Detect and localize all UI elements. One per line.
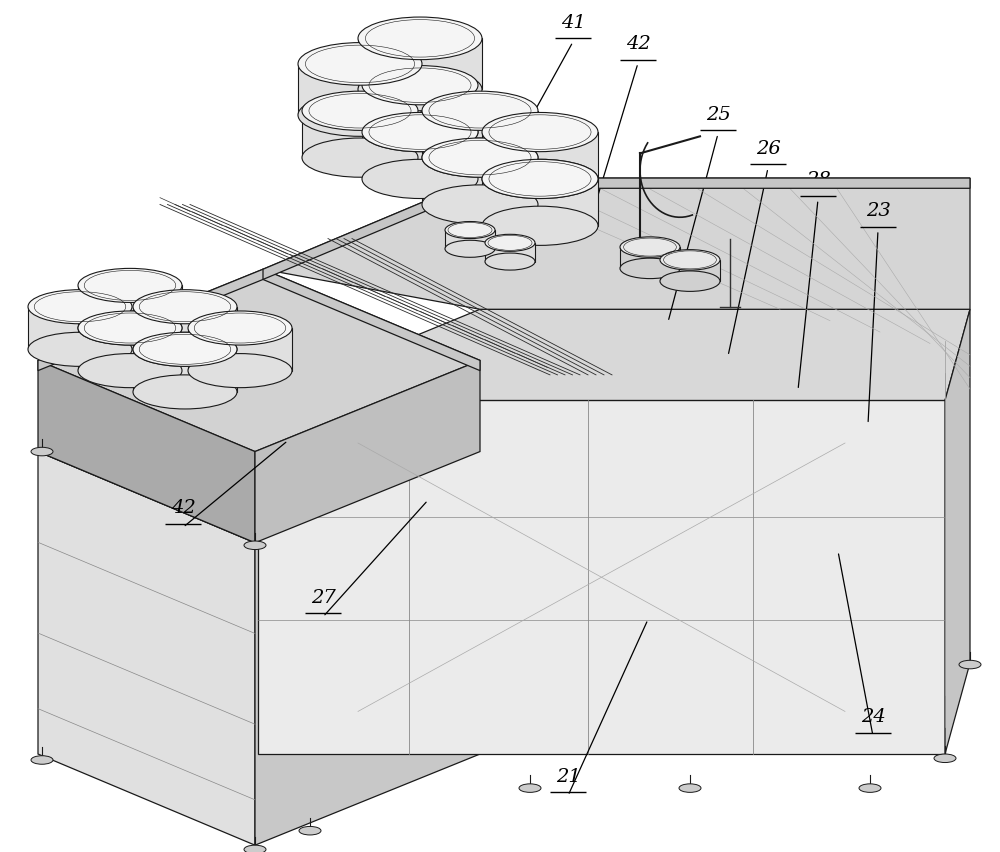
Polygon shape: [485, 243, 535, 262]
Text: 27: 27: [311, 589, 335, 607]
Ellipse shape: [298, 43, 422, 85]
Ellipse shape: [362, 112, 478, 152]
Ellipse shape: [482, 159, 598, 199]
Polygon shape: [38, 269, 480, 452]
Ellipse shape: [482, 159, 598, 199]
Ellipse shape: [620, 237, 680, 257]
Text: 42: 42: [171, 499, 195, 517]
Polygon shape: [362, 85, 478, 132]
Polygon shape: [38, 452, 255, 845]
Ellipse shape: [679, 784, 701, 792]
Text: 26: 26: [756, 140, 780, 158]
Text: 28: 28: [806, 171, 830, 189]
Ellipse shape: [358, 17, 482, 60]
Polygon shape: [78, 328, 182, 371]
Ellipse shape: [934, 754, 956, 763]
Text: 42: 42: [626, 35, 650, 53]
Ellipse shape: [298, 94, 422, 136]
Ellipse shape: [859, 784, 881, 792]
Ellipse shape: [660, 250, 720, 270]
Polygon shape: [358, 38, 482, 89]
Polygon shape: [255, 360, 480, 543]
Polygon shape: [362, 132, 478, 179]
Ellipse shape: [422, 138, 538, 177]
Polygon shape: [188, 328, 292, 371]
Polygon shape: [482, 132, 598, 179]
Ellipse shape: [133, 290, 237, 324]
Ellipse shape: [133, 332, 237, 366]
Polygon shape: [133, 349, 237, 392]
Ellipse shape: [28, 290, 132, 324]
Ellipse shape: [362, 66, 478, 105]
Polygon shape: [422, 111, 538, 158]
Ellipse shape: [362, 112, 478, 152]
Polygon shape: [660, 260, 720, 281]
Text: 21: 21: [556, 768, 580, 786]
Polygon shape: [945, 309, 970, 754]
Text: 23: 23: [866, 202, 890, 220]
Ellipse shape: [422, 185, 538, 224]
Polygon shape: [38, 269, 480, 371]
Polygon shape: [422, 158, 538, 204]
Ellipse shape: [358, 68, 482, 111]
Ellipse shape: [78, 268, 182, 302]
Ellipse shape: [485, 234, 535, 251]
Ellipse shape: [78, 354, 182, 388]
Text: 25: 25: [706, 106, 730, 124]
Ellipse shape: [482, 112, 598, 152]
Polygon shape: [258, 309, 970, 400]
Ellipse shape: [660, 271, 720, 291]
Ellipse shape: [78, 311, 182, 345]
Polygon shape: [620, 247, 680, 268]
Ellipse shape: [244, 541, 266, 550]
Polygon shape: [78, 285, 182, 328]
Polygon shape: [28, 307, 132, 349]
Polygon shape: [133, 307, 237, 349]
Text: 24: 24: [861, 708, 885, 726]
Ellipse shape: [302, 91, 418, 130]
Polygon shape: [445, 230, 495, 249]
Ellipse shape: [482, 206, 598, 245]
Polygon shape: [302, 111, 418, 158]
Text: 41: 41: [561, 14, 585, 32]
Ellipse shape: [485, 253, 535, 270]
Polygon shape: [263, 178, 970, 309]
Ellipse shape: [519, 784, 541, 792]
Polygon shape: [482, 179, 598, 226]
Ellipse shape: [959, 660, 981, 669]
Polygon shape: [263, 178, 970, 279]
Ellipse shape: [78, 311, 182, 345]
Polygon shape: [298, 64, 422, 115]
Ellipse shape: [422, 91, 538, 130]
Ellipse shape: [620, 258, 680, 279]
Ellipse shape: [28, 332, 132, 366]
Ellipse shape: [445, 240, 495, 257]
Ellipse shape: [362, 159, 478, 199]
Ellipse shape: [31, 756, 53, 764]
Ellipse shape: [422, 138, 538, 177]
Ellipse shape: [188, 311, 292, 345]
Polygon shape: [255, 452, 480, 845]
Ellipse shape: [31, 447, 53, 456]
Polygon shape: [38, 360, 255, 543]
Ellipse shape: [133, 332, 237, 366]
Ellipse shape: [445, 222, 495, 239]
Ellipse shape: [188, 354, 292, 388]
Ellipse shape: [244, 845, 266, 852]
Ellipse shape: [302, 138, 418, 177]
Ellipse shape: [133, 375, 237, 409]
Polygon shape: [258, 400, 945, 754]
Ellipse shape: [299, 826, 321, 835]
Polygon shape: [38, 360, 480, 543]
